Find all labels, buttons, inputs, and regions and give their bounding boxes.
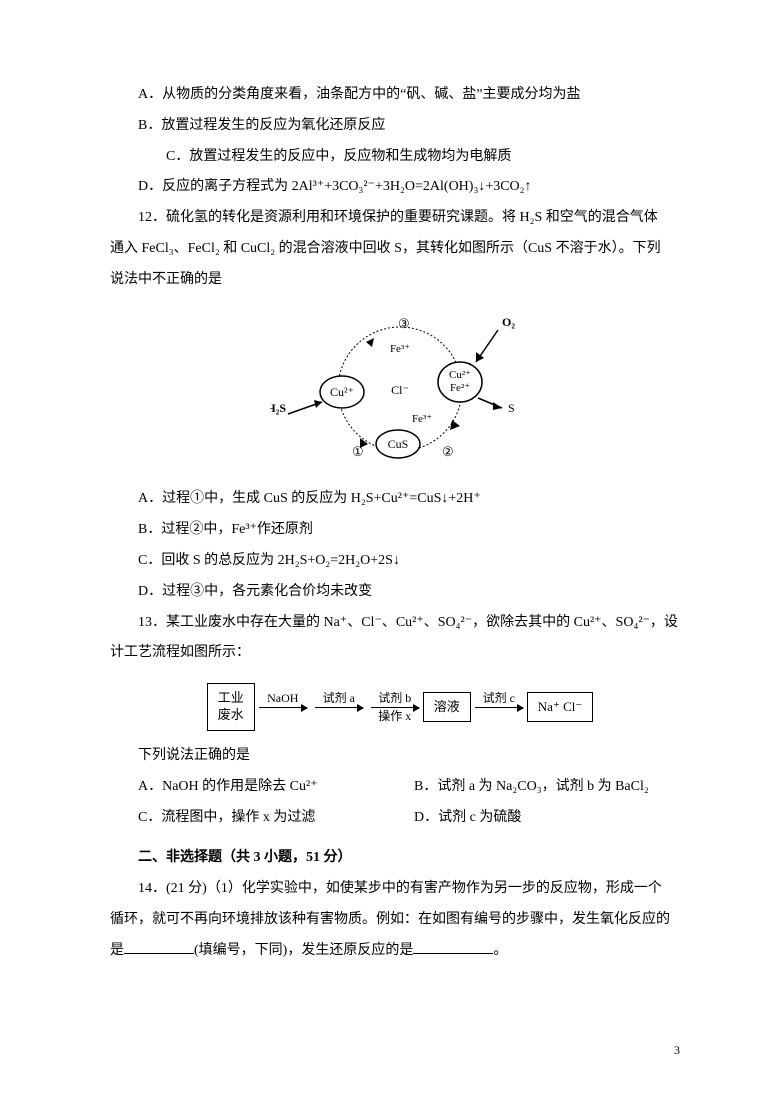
q11-opt-b: B．放置过程发生的反应为氧化还原反应 xyxy=(110,111,690,142)
q12-stem-3: 说法中不正确的是 xyxy=(110,265,690,296)
flow-box-3: Na⁺ Cl⁻ xyxy=(527,692,593,723)
q13-stem-1: 13．某工业废水中存在大量的 Na⁺、Cl⁻、Cu²⁺、SO₄²⁻，欲除去其中的… xyxy=(110,608,690,639)
svg-text:CuS: CuS xyxy=(388,437,409,451)
q13-prompt: 下列说法正确的是 xyxy=(110,741,690,772)
svg-text:①: ① xyxy=(352,444,364,459)
q11-opt-d: D．反应的离子方程式为 2Al³⁺+3CO₃²⁻+3H₂O=2Al(OH)₃↓+… xyxy=(110,172,690,203)
svg-text:②: ② xyxy=(442,444,454,459)
q12-opt-d: D．过程③中，各元素化合价均未改变 xyxy=(110,577,690,608)
svg-text:Cl⁻: Cl⁻ xyxy=(391,383,409,397)
q14-stem-2: 循环，就可不再向环境排放该种有害物质。例如：在如图有编号的步骤中，发生氧化反应的 xyxy=(110,905,690,936)
svg-text:O₂: O₂ xyxy=(502,315,515,329)
q13-opt-b: B．试剂 a 为 Na₂CO₃，试剂 b 为 BaCl₂ xyxy=(414,772,690,803)
q13-opt-a: A．NaOH 的作用是除去 Cu²⁺ xyxy=(138,772,414,803)
blank-1 xyxy=(124,939,194,954)
q13-opt-c: C．流程图中，操作 x 为过滤 xyxy=(138,803,414,834)
q12-opt-b: B．过程②中，Fe³⁺作还原剂 xyxy=(110,515,690,546)
q11-opt-a: A．从物质的分类角度来看，油条配方中的“矾、碱、盐”主要成分均为盐 xyxy=(110,80,690,111)
q12-opt-a: A．过程①中，生成 CuS 的反应为 H₂S+Cu²⁺=CuS↓+2H⁺ xyxy=(110,484,690,515)
q12-stem-1: 12．硫化氢的转化是资源利用和环境保护的重要研究课题。将 H₂S 和空气的混合气… xyxy=(110,203,690,234)
q12-opt-c: C．回收 S 的总反应为 2H₂S+O₂=2H₂O+2S↓ xyxy=(110,546,690,577)
flow-arrow-1: NaOH xyxy=(259,691,307,723)
q13-stem-2: 计工艺流程如图所示： xyxy=(110,638,690,669)
q14-stem-3: 是(填编号，下同)，发生还原反应的是。 xyxy=(110,936,690,967)
page-number: 3 xyxy=(674,1037,680,1063)
q12-diagram: Cu²⁺ Cu²⁺ Fe²⁺ CuS Cl⁻ Fe³⁺ Fe³⁺ H₂S O₂ xyxy=(110,304,690,477)
svg-text:③: ③ xyxy=(398,316,410,331)
flow-box-2: 溶液 xyxy=(423,692,471,723)
blank-2 xyxy=(413,939,493,954)
q13-flowchart: 工业废水 NaOH 试剂 a 试剂 b 操作 x 溶液 试剂 c xyxy=(110,683,690,731)
svg-text:Fe³⁺: Fe³⁺ xyxy=(390,343,410,355)
section2-title: 二、非选择题（共 3 小题，51 分） xyxy=(110,843,690,874)
q14-stem-1: 14．(21 分)（1）化学实验中，如使某步中的有害产物作为另一步的反应物，形成… xyxy=(110,874,690,905)
flow-arrow-2: 试剂 a xyxy=(315,691,363,723)
svg-text:Cu²⁺: Cu²⁺ xyxy=(330,385,354,399)
svg-text:H₂S: H₂S xyxy=(270,401,286,415)
q12-stem-2: 通入 FeCl₃、FeCl₂ 和 CuCl₂ 的混合溶液中回收 S，其转化如图所… xyxy=(110,234,690,265)
svg-text:Fe³⁺: Fe³⁺ xyxy=(412,413,432,425)
flow-box-1: 工业废水 xyxy=(207,683,255,731)
page: A．从物质的分类角度来看，油条配方中的“矾、碱、盐”主要成分均为盐 B．放置过程… xyxy=(0,0,780,1103)
flow-arrow-4: 试剂 c xyxy=(475,691,523,723)
q11-opt-c: C．放置过程发生的反应中，反应物和生成物均为电解质 xyxy=(110,142,690,173)
svg-text:Cu²⁺: Cu²⁺ xyxy=(449,369,471,381)
flow-arrow-3: 试剂 b 操作 x xyxy=(371,691,419,723)
q13-opt-d: D．试剂 c 为硫酸 xyxy=(414,803,690,834)
svg-text:S: S xyxy=(508,401,515,415)
svg-text:Fe²⁺: Fe²⁺ xyxy=(450,382,470,394)
